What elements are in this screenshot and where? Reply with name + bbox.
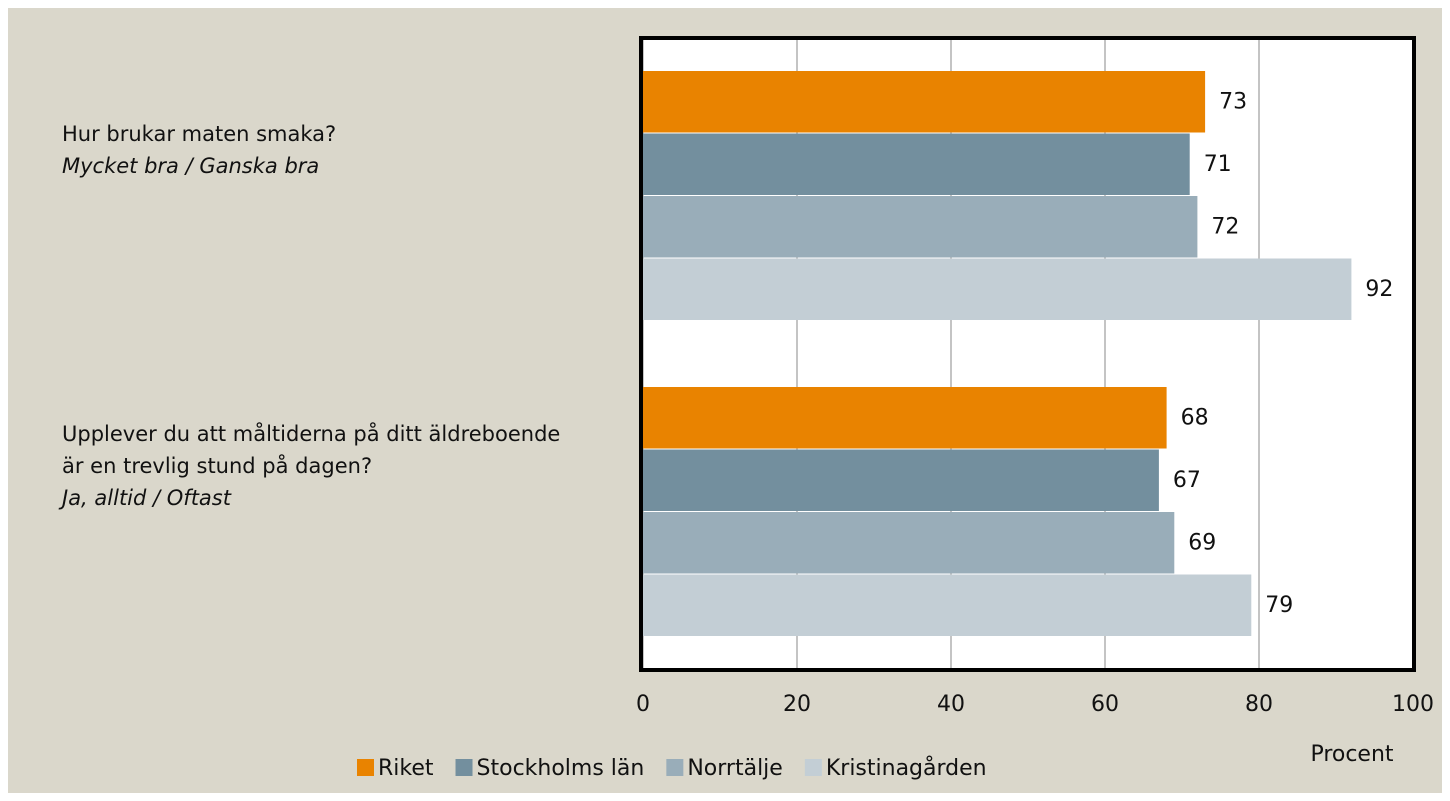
x-tick-label: 100 <box>1392 692 1434 717</box>
value-label: 73 <box>1219 89 1247 114</box>
x-tick-label: 20 <box>783 692 811 717</box>
value-label: 67 <box>1173 468 1201 493</box>
value-label: 72 <box>1211 214 1239 239</box>
bar <box>643 133 1190 195</box>
bar <box>643 258 1352 320</box>
bar <box>643 196 1198 258</box>
question: Upplever du att måltiderna på ditt äldre… <box>62 422 561 478</box>
value-label: 79 <box>1265 593 1293 618</box>
bar <box>643 512 1175 574</box>
plot-frame <box>639 36 1416 672</box>
bar <box>643 387 1167 449</box>
category-label: Hur brukar maten smaka? Mycket bra / Gans… <box>62 118 562 182</box>
value-label: 92 <box>1365 277 1393 302</box>
legend-swatch <box>804 759 822 776</box>
legend-swatch <box>666 759 684 776</box>
bar <box>643 574 1252 636</box>
legend-label: Kristinagården <box>826 755 987 781</box>
answer: Ja, alltid / Oftast <box>62 486 231 510</box>
value-label: 71 <box>1204 152 1232 177</box>
value-label: 68 <box>1181 405 1209 430</box>
legend-label: Norrtälje <box>687 756 783 781</box>
question: Hur brukar maten smaka? <box>62 122 337 146</box>
x-tick-label: 0 <box>636 692 650 717</box>
legend-swatch <box>455 759 473 776</box>
bar <box>643 449 1159 511</box>
value-label: 69 <box>1188 530 1216 555</box>
x-tick-label: 40 <box>937 692 965 717</box>
category-label: Upplever du att måltiderna på ditt äldre… <box>62 418 562 514</box>
answer: Mycket bra / Ganska bra <box>62 154 320 178</box>
x-tick-label: 60 <box>1091 692 1119 717</box>
x-tick-label: 80 <box>1245 692 1273 717</box>
legend-label: Riket <box>378 756 434 781</box>
legend-swatch <box>357 759 374 776</box>
bar <box>643 71 1206 133</box>
x-axis-label: Procent <box>1310 742 1393 767</box>
legend-label: Stockholms län <box>477 756 645 781</box>
